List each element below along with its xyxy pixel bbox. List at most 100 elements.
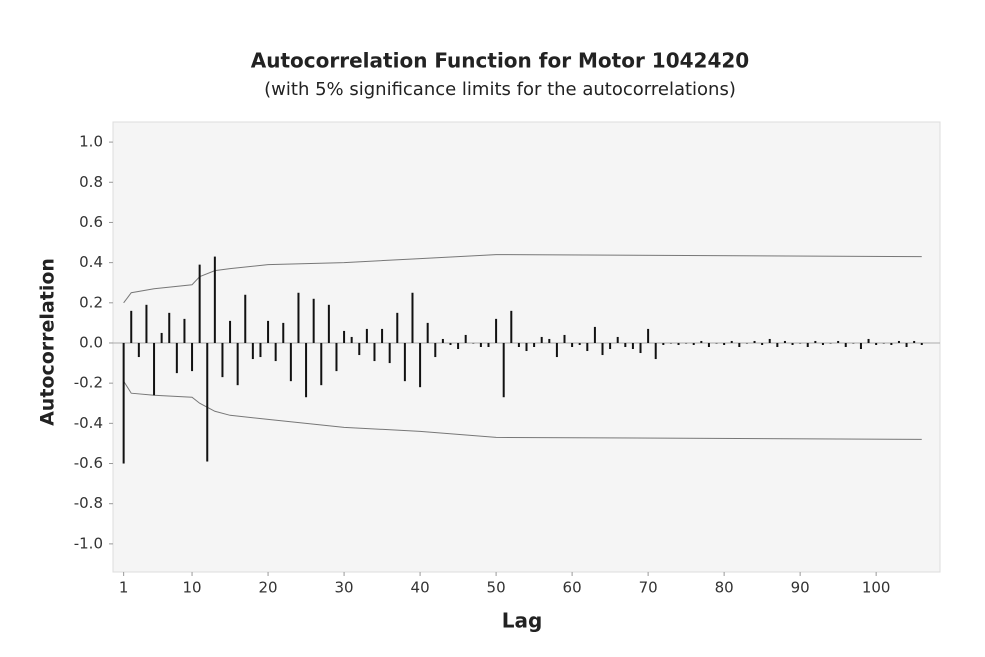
acf-bar [662,342,665,345]
acf-bar [426,322,429,343]
acf-bar [578,342,581,345]
acf-bar [821,342,824,345]
acf-bar [776,342,779,347]
acf-bar [244,294,247,343]
acf-bar [791,342,794,345]
acf-bar [365,328,368,343]
acf-bar [677,342,680,345]
acf-bar [343,330,346,343]
acf-bar [913,340,916,343]
x-tick-label: 1 [119,579,129,597]
acf-bar [259,342,262,358]
acf-bar [753,340,756,343]
acf-bar [122,342,125,464]
acf-bar [867,338,870,343]
acf-bar [495,318,498,343]
acf-bar [479,342,482,347]
acf-bar [464,334,467,343]
acf-bar [441,338,444,343]
x-tick-label: 20 [259,579,278,597]
y-tick-label: 0.6 [79,213,103,231]
acf-bar [905,342,908,347]
x-tick-label: 100 [862,579,891,597]
acf-bar [844,342,847,347]
acf-bar [160,332,163,343]
x-tick-label: 80 [715,579,734,597]
acf-bar [875,342,878,345]
acf-bar [700,340,703,343]
acf-bar [236,342,239,386]
acf-bar [130,310,133,343]
acf-bar [647,328,650,343]
acf-bar [829,342,832,344]
acf-bar [852,342,855,344]
acf-bar [616,336,619,343]
y-tick-label: -0.4 [74,414,103,432]
acf-bar [882,342,885,344]
acf-bar [571,342,574,347]
acf-bar [419,342,422,388]
acf-bar [449,342,452,345]
acf-bar [730,340,733,343]
acf-bar [411,292,414,343]
acf-bar [799,342,802,344]
acf-bar [624,342,627,347]
y-tick-label: -1.0 [74,534,103,552]
acf-bar [206,342,209,462]
acf-bar [609,342,612,350]
acf-bar [472,342,475,344]
y-tick-label: 0.4 [79,253,103,271]
acf-bar [305,342,308,398]
y-tick-label: 0.2 [79,293,103,311]
acf-bar [707,342,710,347]
acf-bar [761,342,764,345]
acf-bar [282,322,285,343]
acf-bar [198,264,201,343]
acf-bar [890,342,893,345]
acf-bar [783,340,786,343]
acf-bar [312,298,315,343]
acf-bar [487,342,490,347]
acf-bar [335,342,338,372]
acf-bar [388,342,391,364]
x-tick-label: 50 [487,579,506,597]
x-tick-label: 70 [639,579,658,597]
y-tick-label: -0.6 [74,454,103,472]
acf-bar [350,336,353,343]
acf-bar [457,342,460,350]
acf-bar [654,342,657,360]
y-tick-label: 0.8 [79,173,103,191]
acf-bar [168,312,171,343]
acf-bar [434,342,437,358]
acf-bar [289,342,292,382]
acf-bar [221,342,224,378]
acf-bar [768,338,771,343]
acf-bar [593,326,596,343]
x-axis-label: Lag [502,609,543,633]
chart-title: Autocorrelation Function for Motor 10424… [251,49,749,73]
acf-bar [555,342,558,358]
acf-bar [381,328,384,343]
acf-bar [396,312,399,343]
acf-bar [297,292,300,343]
acf-bar [723,342,726,345]
acf-bar [692,342,695,345]
y-tick-label: -0.8 [74,494,103,512]
acf-bar [837,340,840,343]
acf-bar [327,304,330,343]
acf-bar [137,342,140,358]
acf-bar [403,342,406,382]
x-tick-label: 60 [563,579,582,597]
x-tick-label: 10 [183,579,202,597]
acf-bar [814,340,817,343]
acf-bar [685,342,688,344]
acf-bar [153,342,156,396]
acf-bar [274,342,277,362]
y-tick-label: 1.0 [79,133,103,151]
x-tick-label: 40 [411,579,430,597]
acf-bar [373,342,376,362]
acf-bar [563,334,566,343]
acf-bar [533,342,536,347]
acf-bar [897,340,900,343]
